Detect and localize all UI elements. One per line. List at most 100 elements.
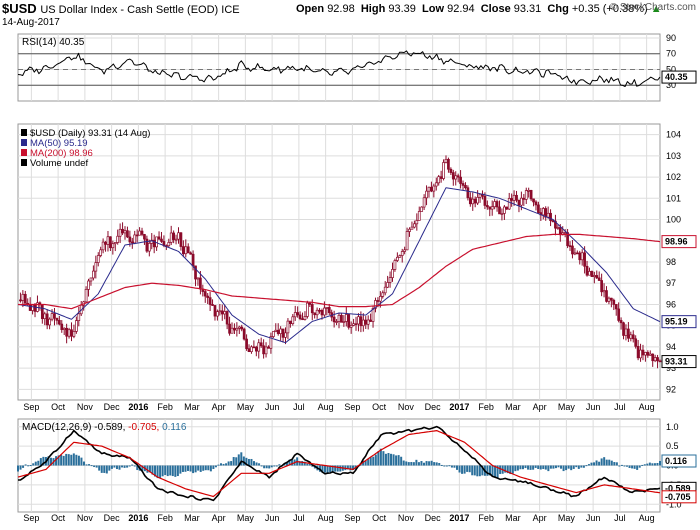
macd-histogram-bar (582, 465, 585, 468)
price-bar-body (527, 189, 531, 192)
quote-line: Open 92.98 High 93.39 Low 92.94 Close 93… (296, 3, 662, 15)
price-bar-body (592, 275, 596, 277)
macd-histogram-bar (235, 457, 238, 466)
y-tick-label: 94 (666, 342, 676, 352)
price-bar-body (408, 228, 411, 232)
chart-header: $USD US Dollar Index - Cash Settle (EOD)… (0, 0, 700, 32)
macd-signal-line (17, 430, 661, 498)
macd-histogram-bar (623, 465, 626, 467)
macd-histogram-bar (220, 463, 223, 466)
month-label-macd: Apr (533, 513, 547, 523)
macd-histogram-bar (435, 462, 438, 466)
price-bar-body (189, 252, 193, 255)
macd-legend: MACD(12,26,9) -0.589, -0.705, 0.116 (22, 422, 187, 433)
y-tick-label: 1.0 (666, 422, 679, 432)
price-bar-body (109, 236, 112, 249)
price-bar-body (422, 197, 426, 208)
low-label: Low (422, 3, 445, 15)
symbol-description: US Dollar Index - Cash Settle (EOD) ICE (40, 4, 240, 16)
price-bar-body (498, 206, 501, 215)
price-bar-body (612, 299, 616, 305)
y-tick-label: 93 (666, 363, 676, 373)
macd-histogram-bar (445, 465, 448, 467)
price-bar-body (432, 185, 436, 192)
price-bar-body (174, 238, 178, 241)
macd-histogram-bar (179, 465, 182, 474)
macd-histogram-bar (103, 465, 106, 473)
macd-histogram-bar (121, 465, 124, 468)
price-bar-body (636, 345, 640, 359)
price-bar-body (206, 295, 210, 298)
price-bar-body (605, 290, 608, 302)
price-legend-entry: Volume undef (30, 158, 88, 169)
macd-histogram-bar (24, 464, 27, 466)
price-bar-body (332, 316, 336, 323)
price-bar-body (96, 255, 100, 263)
month-label-macd: Feb (157, 513, 173, 523)
price-bar-body (310, 304, 314, 314)
price-bar-body (57, 320, 61, 325)
rsi-panel (17, 33, 661, 102)
month-label: Nov (398, 402, 415, 412)
macd-right-label-text: -0.589 (665, 483, 691, 493)
price-bar-body (610, 297, 613, 301)
price-bar-body (614, 304, 618, 310)
macd-histogram-bar (430, 460, 433, 466)
macd-histogram-bar (346, 465, 349, 470)
macd-histogram-bar (476, 465, 479, 477)
price-bar-body (631, 334, 635, 340)
month-label: Jun (265, 402, 280, 412)
macd-histogram-bar (600, 458, 603, 466)
price-bar-body (101, 241, 105, 251)
price-bar-body (179, 232, 183, 247)
price-bar-body (425, 190, 428, 199)
macd-histogram-bar (557, 465, 560, 468)
price-bar-body (276, 329, 280, 334)
price-bar-body (495, 201, 499, 208)
price-bar-body (235, 327, 239, 331)
price-bar-body (303, 316, 307, 320)
price-bar-body (500, 213, 504, 215)
price-bar-body (558, 227, 562, 236)
price-bar-body (478, 193, 482, 198)
macd-histogram-bar (587, 464, 590, 466)
month-label: Aug (318, 402, 334, 412)
price-bar-body (505, 206, 509, 210)
price-bar-body (393, 260, 397, 270)
macd-histogram-bar (199, 465, 202, 472)
price-bar-body (556, 227, 560, 229)
macd-histogram-bar (524, 465, 527, 469)
macd-histogram-bar (22, 465, 25, 468)
macd-histogram-bar (351, 465, 354, 471)
ma50-line (17, 187, 661, 344)
month-label: Dec (104, 402, 121, 412)
price-bar-body (503, 206, 506, 214)
macd-histogram-bar (75, 454, 78, 466)
price-bar-body (515, 194, 518, 201)
macd-histogram-bar (339, 465, 342, 472)
macd-histogram-bar (115, 465, 118, 470)
price-bar-body (374, 300, 377, 309)
macd-histogram-bar (85, 464, 88, 466)
macd-histogram-bar (461, 465, 464, 474)
price-bar-body (133, 234, 137, 244)
price-bar-body (228, 323, 231, 334)
macd-histogram-bar (42, 456, 45, 466)
price-bar-body (466, 187, 470, 199)
month-label-macd: Oct (372, 513, 387, 523)
macd-histogram-bar (326, 465, 329, 473)
macd-histogram-bar (151, 465, 154, 475)
month-label-macd: Jul (293, 513, 305, 523)
macd-histogram-bar (82, 461, 85, 466)
price-bar-body (464, 185, 467, 189)
price-right-label: 98.96 (661, 235, 697, 249)
price-bar-body (442, 162, 445, 179)
price-bar-body (634, 338, 638, 347)
price-bar-body (269, 336, 273, 349)
y-tick-label: 97 (666, 278, 676, 288)
price-bar-body (301, 318, 304, 321)
price-bar-body (510, 198, 514, 201)
price-bar-body (130, 241, 134, 244)
price-bar-body (213, 305, 217, 317)
macd-histogram-bar (562, 465, 565, 472)
